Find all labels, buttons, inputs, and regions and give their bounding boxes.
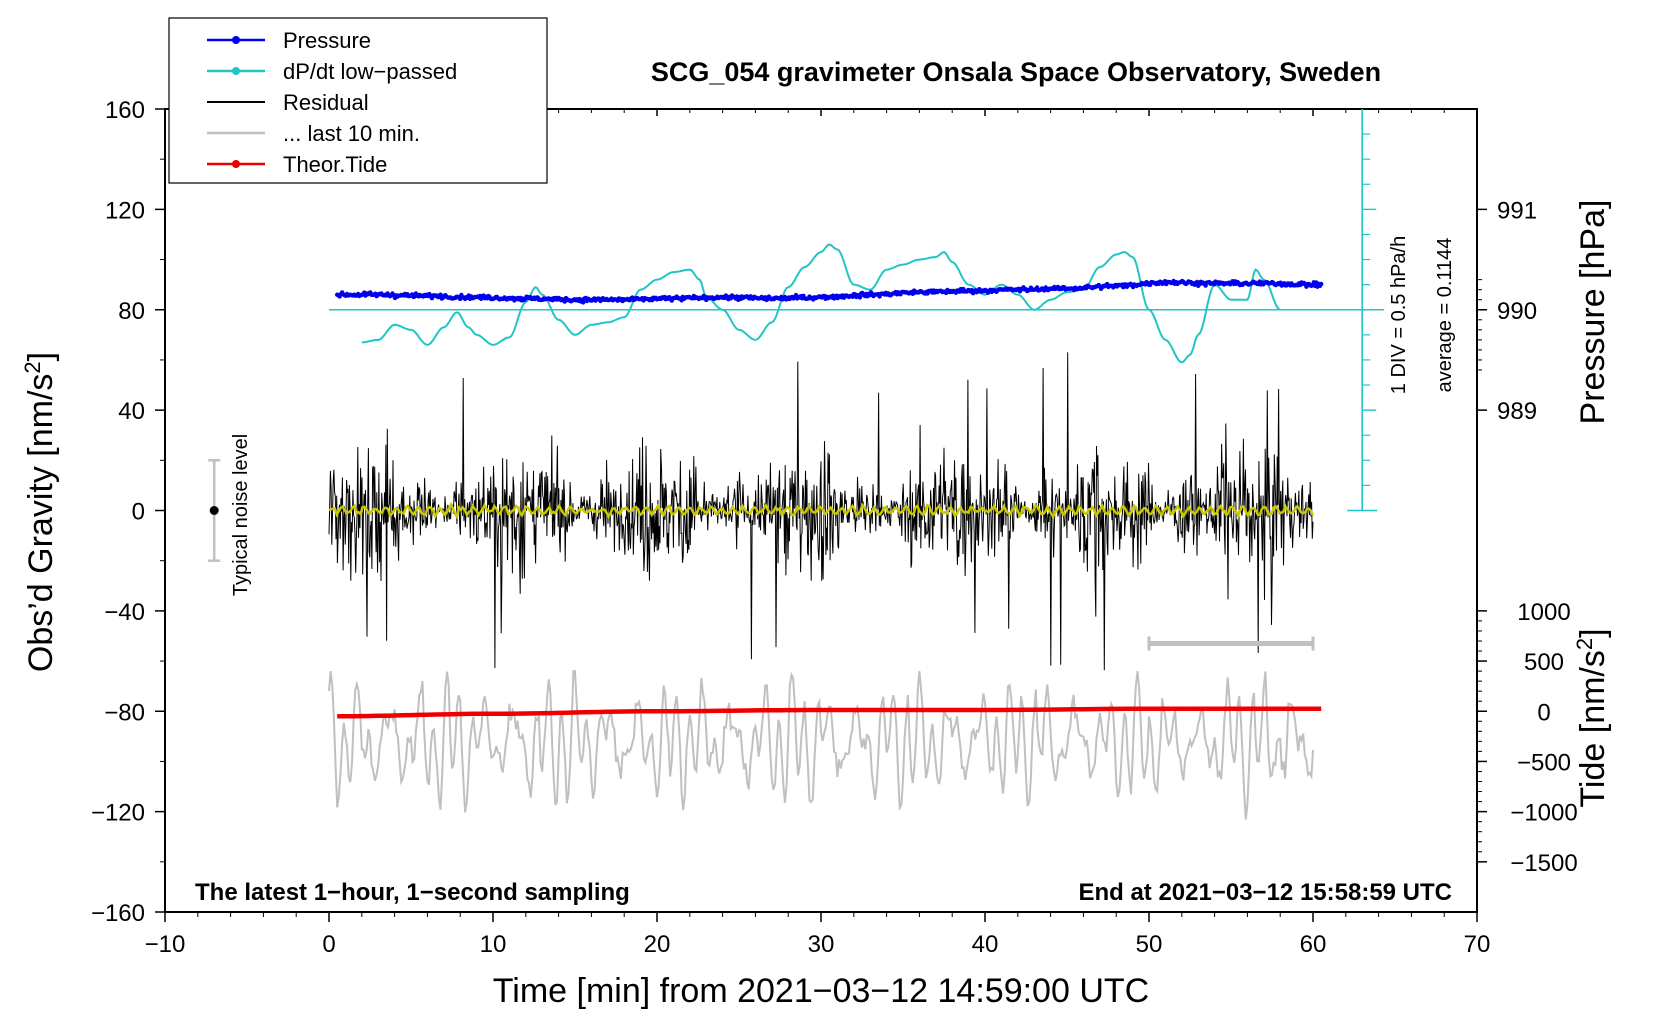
legend-marker — [232, 160, 240, 168]
x-tick-label: 70 — [1464, 931, 1491, 958]
series-pressure — [335, 278, 1324, 305]
legend: Pressure dP/dt low−passed Residual ... last… — [168, 17, 548, 184]
legend-label: Residual — [283, 90, 369, 115]
x-tick-label: 20 — [644, 931, 671, 958]
x-axis-title: Time [min] from 2021−03−12 14:59:00 UTC — [493, 972, 1149, 1010]
x-axis: −10 0 10 20 30 40 50 60 70 — [145, 109, 1491, 958]
x-tick-label: 30 — [808, 931, 835, 958]
series-residual — [328, 352, 1314, 671]
y-tick-label: −40 — [104, 599, 145, 626]
legend-label: Pressure — [283, 28, 371, 53]
x-tick-label: 60 — [1300, 931, 1327, 958]
legend-label: dP/dt low−passed — [283, 59, 457, 84]
noise-level-bar — [208, 459, 221, 562]
dpdt-scale — [329, 109, 1385, 512]
legend-marker — [232, 67, 240, 75]
x-tick-label: 50 — [1136, 931, 1163, 958]
last-10-min-bar — [1147, 636, 1315, 651]
x-tick-label: 0 — [322, 931, 335, 958]
note-end: End at 2021−03−12 15:58:59 UTC — [1078, 879, 1452, 906]
pressure-point — [1319, 281, 1324, 287]
y-axis-title: Obs’d Gravity [nm/s2] — [20, 352, 60, 672]
last-10-min-line — [328, 670, 1314, 820]
y-tick-label: 0 — [132, 499, 145, 526]
pressure-tick-label: 990 — [1497, 298, 1537, 325]
pressure-tick-label: 989 — [1497, 398, 1537, 425]
series-theor-tide — [337, 706, 1322, 719]
y3-axis-title: Tide [nm/s2] — [1572, 628, 1612, 807]
y3-axis-title-end: ] — [1574, 628, 1612, 637]
legend-label: Theor.Tide — [283, 152, 387, 177]
tide-tick-label: −500 — [1517, 749, 1571, 776]
x-tick-label: 40 — [972, 931, 999, 958]
tide-tick-label: −1500 — [1510, 850, 1577, 877]
pressure-point — [581, 300, 586, 305]
tide-line — [337, 706, 1322, 719]
tide-tick-label: 500 — [1524, 649, 1564, 676]
y-tick-label: 80 — [118, 298, 145, 325]
pressure-point — [857, 295, 863, 300]
noise-bar-center — [209, 506, 219, 515]
dpdt-line — [361, 243, 1281, 364]
tide-tick-label: 1000 — [1517, 599, 1570, 626]
y-tick-label: 160 — [105, 97, 145, 124]
note-latest: The latest 1−hour, 1−second sampling — [195, 879, 630, 906]
tide-tick-label: 0 — [1537, 699, 1550, 726]
y-tick-label: −120 — [91, 800, 145, 827]
legend-box — [168, 17, 548, 184]
y2-axis-title: Pressure [hPa] — [1574, 200, 1612, 425]
noise-level-label: Typical noise level — [230, 434, 252, 596]
series-residual-lowpassed — [328, 501, 1315, 520]
legend-label: ... last 10 min. — [283, 121, 420, 146]
y3-axis-title-main: Tide [nm/s — [1574, 650, 1612, 807]
y-tick-label: 120 — [105, 197, 145, 224]
y3-axis-title-sup: 2 — [1572, 638, 1597, 650]
chart-title: SCG_054 gravimeter Onsala Space Observat… — [651, 57, 1381, 87]
dpdt-scale-label: 1 DIV = 0.5 hPa/h — [1388, 236, 1410, 394]
y-axis-gravity: −160 −120 −80 −40 0 40 80 120 160 — [91, 97, 165, 927]
pressure-tick-label: 991 — [1497, 197, 1537, 224]
y-tick-label: 40 — [118, 398, 145, 425]
y-tick-label: −80 — [104, 699, 145, 726]
dpdt-average-label: average = 0.1144 — [1434, 238, 1456, 393]
residual-lowpassed-line — [328, 501, 1315, 520]
x-tick-label: 10 — [480, 931, 507, 958]
y-axis-title-main: Obs’d Gravity [nm/s — [22, 374, 60, 673]
series-dpdt — [361, 243, 1281, 364]
y-axis-title-end: ] — [22, 352, 60, 361]
y-tick-label: −160 — [91, 900, 145, 927]
y-axis-pressure: 989 990 991 — [1477, 197, 1537, 425]
series-last-10-min — [328, 670, 1314, 820]
x-tick-label: −10 — [145, 931, 186, 958]
y-axis-title-sup: 2 — [20, 361, 45, 373]
residual-line — [328, 352, 1314, 671]
legend-marker — [232, 36, 240, 44]
pressure-point — [438, 292, 443, 297]
tide-tick-label: −1000 — [1510, 800, 1577, 827]
y-axis-tide: −1500 −1000 −500 0 500 1000 — [1477, 599, 1578, 877]
